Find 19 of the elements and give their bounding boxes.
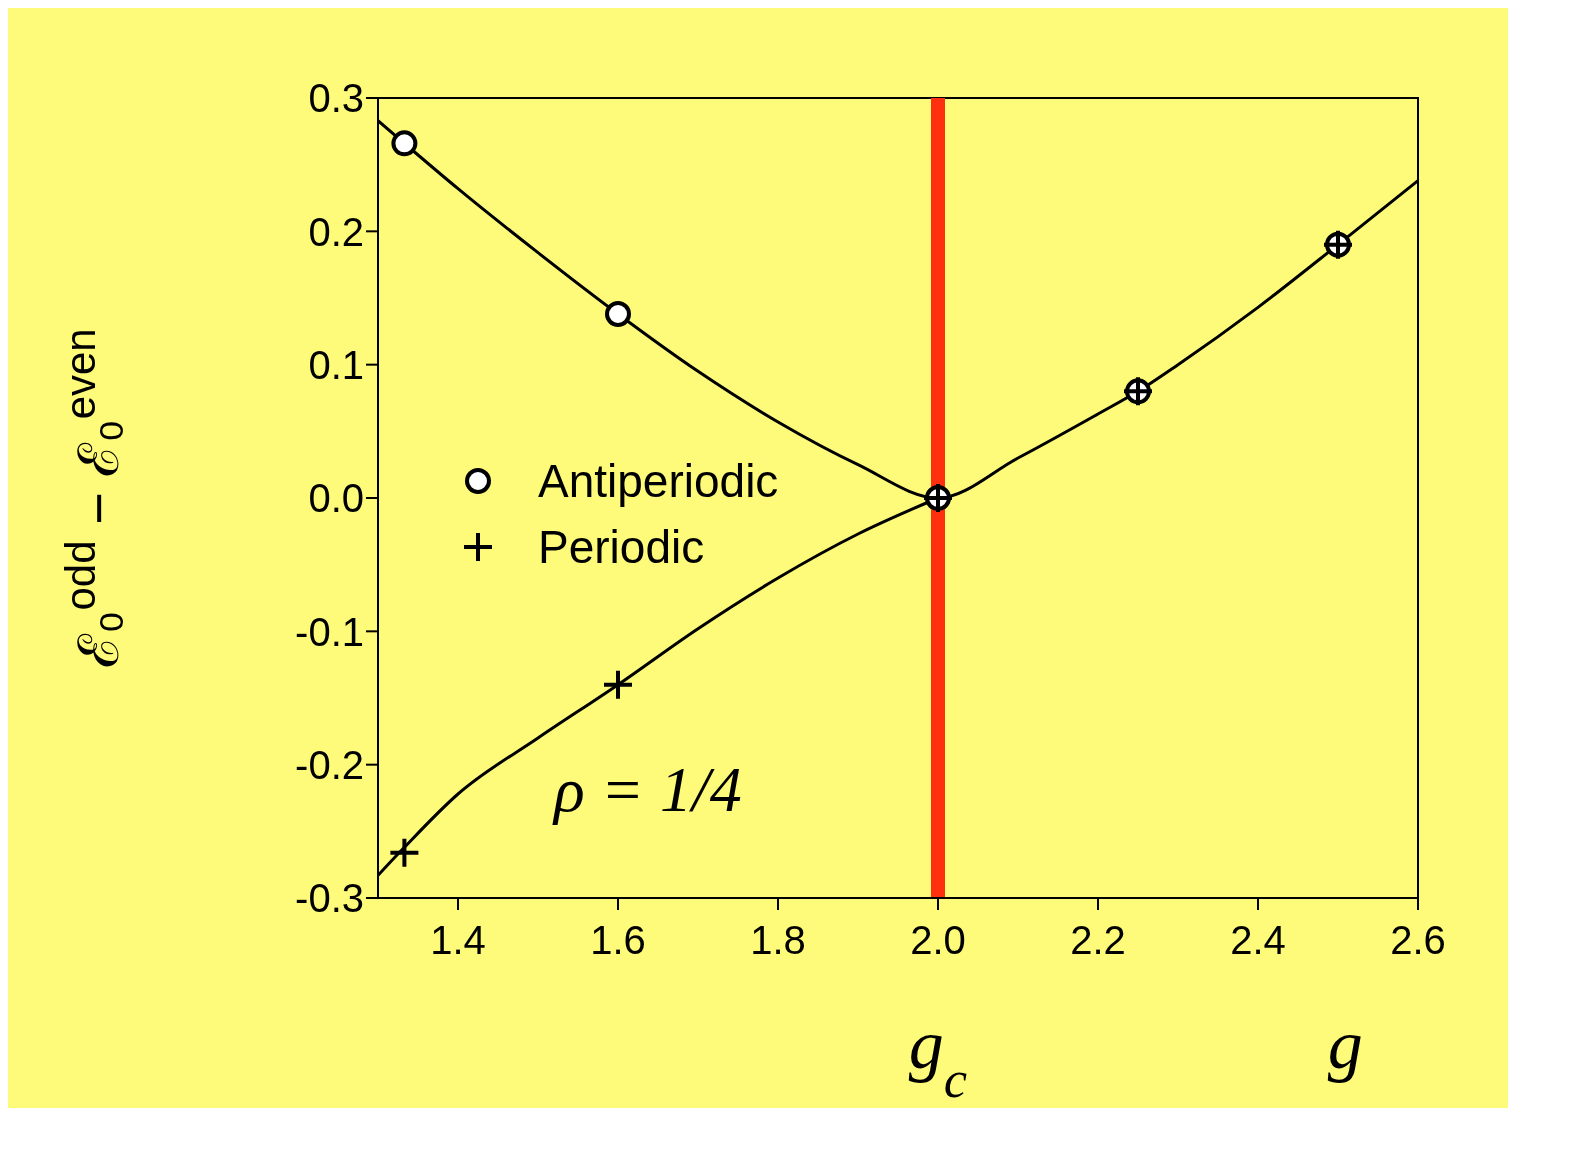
- x-tick-label: 2.0: [910, 918, 966, 963]
- x-tick-label: 2.4: [1230, 918, 1286, 963]
- x-tick-label: 2.6: [1390, 918, 1446, 963]
- y-tick-label: 0.2: [308, 209, 364, 254]
- x-tick-label: 1.6: [590, 918, 646, 963]
- ref-line-label: g$_{c}$: [908, 1006, 968, 1108]
- legend-label: Periodic: [538, 520, 705, 575]
- y-tick-label: -0.3: [295, 876, 364, 921]
- annotation: ρ = 1/4: [552, 754, 742, 826]
- y-tick-label: -0.2: [295, 742, 364, 787]
- y-tick-label: 0.3: [308, 76, 364, 121]
- x-tick-label: 2.2: [1070, 918, 1126, 963]
- x-tick-label: 1.8: [750, 918, 806, 963]
- x-tick-label: 1.4: [430, 918, 486, 963]
- legend-label: Antiperiodic: [538, 454, 779, 509]
- y-tick-label: 0.0: [308, 476, 364, 521]
- y-tick-label: 0.1: [308, 342, 364, 387]
- x-axis-title: g: [1327, 1006, 1363, 1083]
- y-tick-label: -0.1: [295, 609, 364, 654]
